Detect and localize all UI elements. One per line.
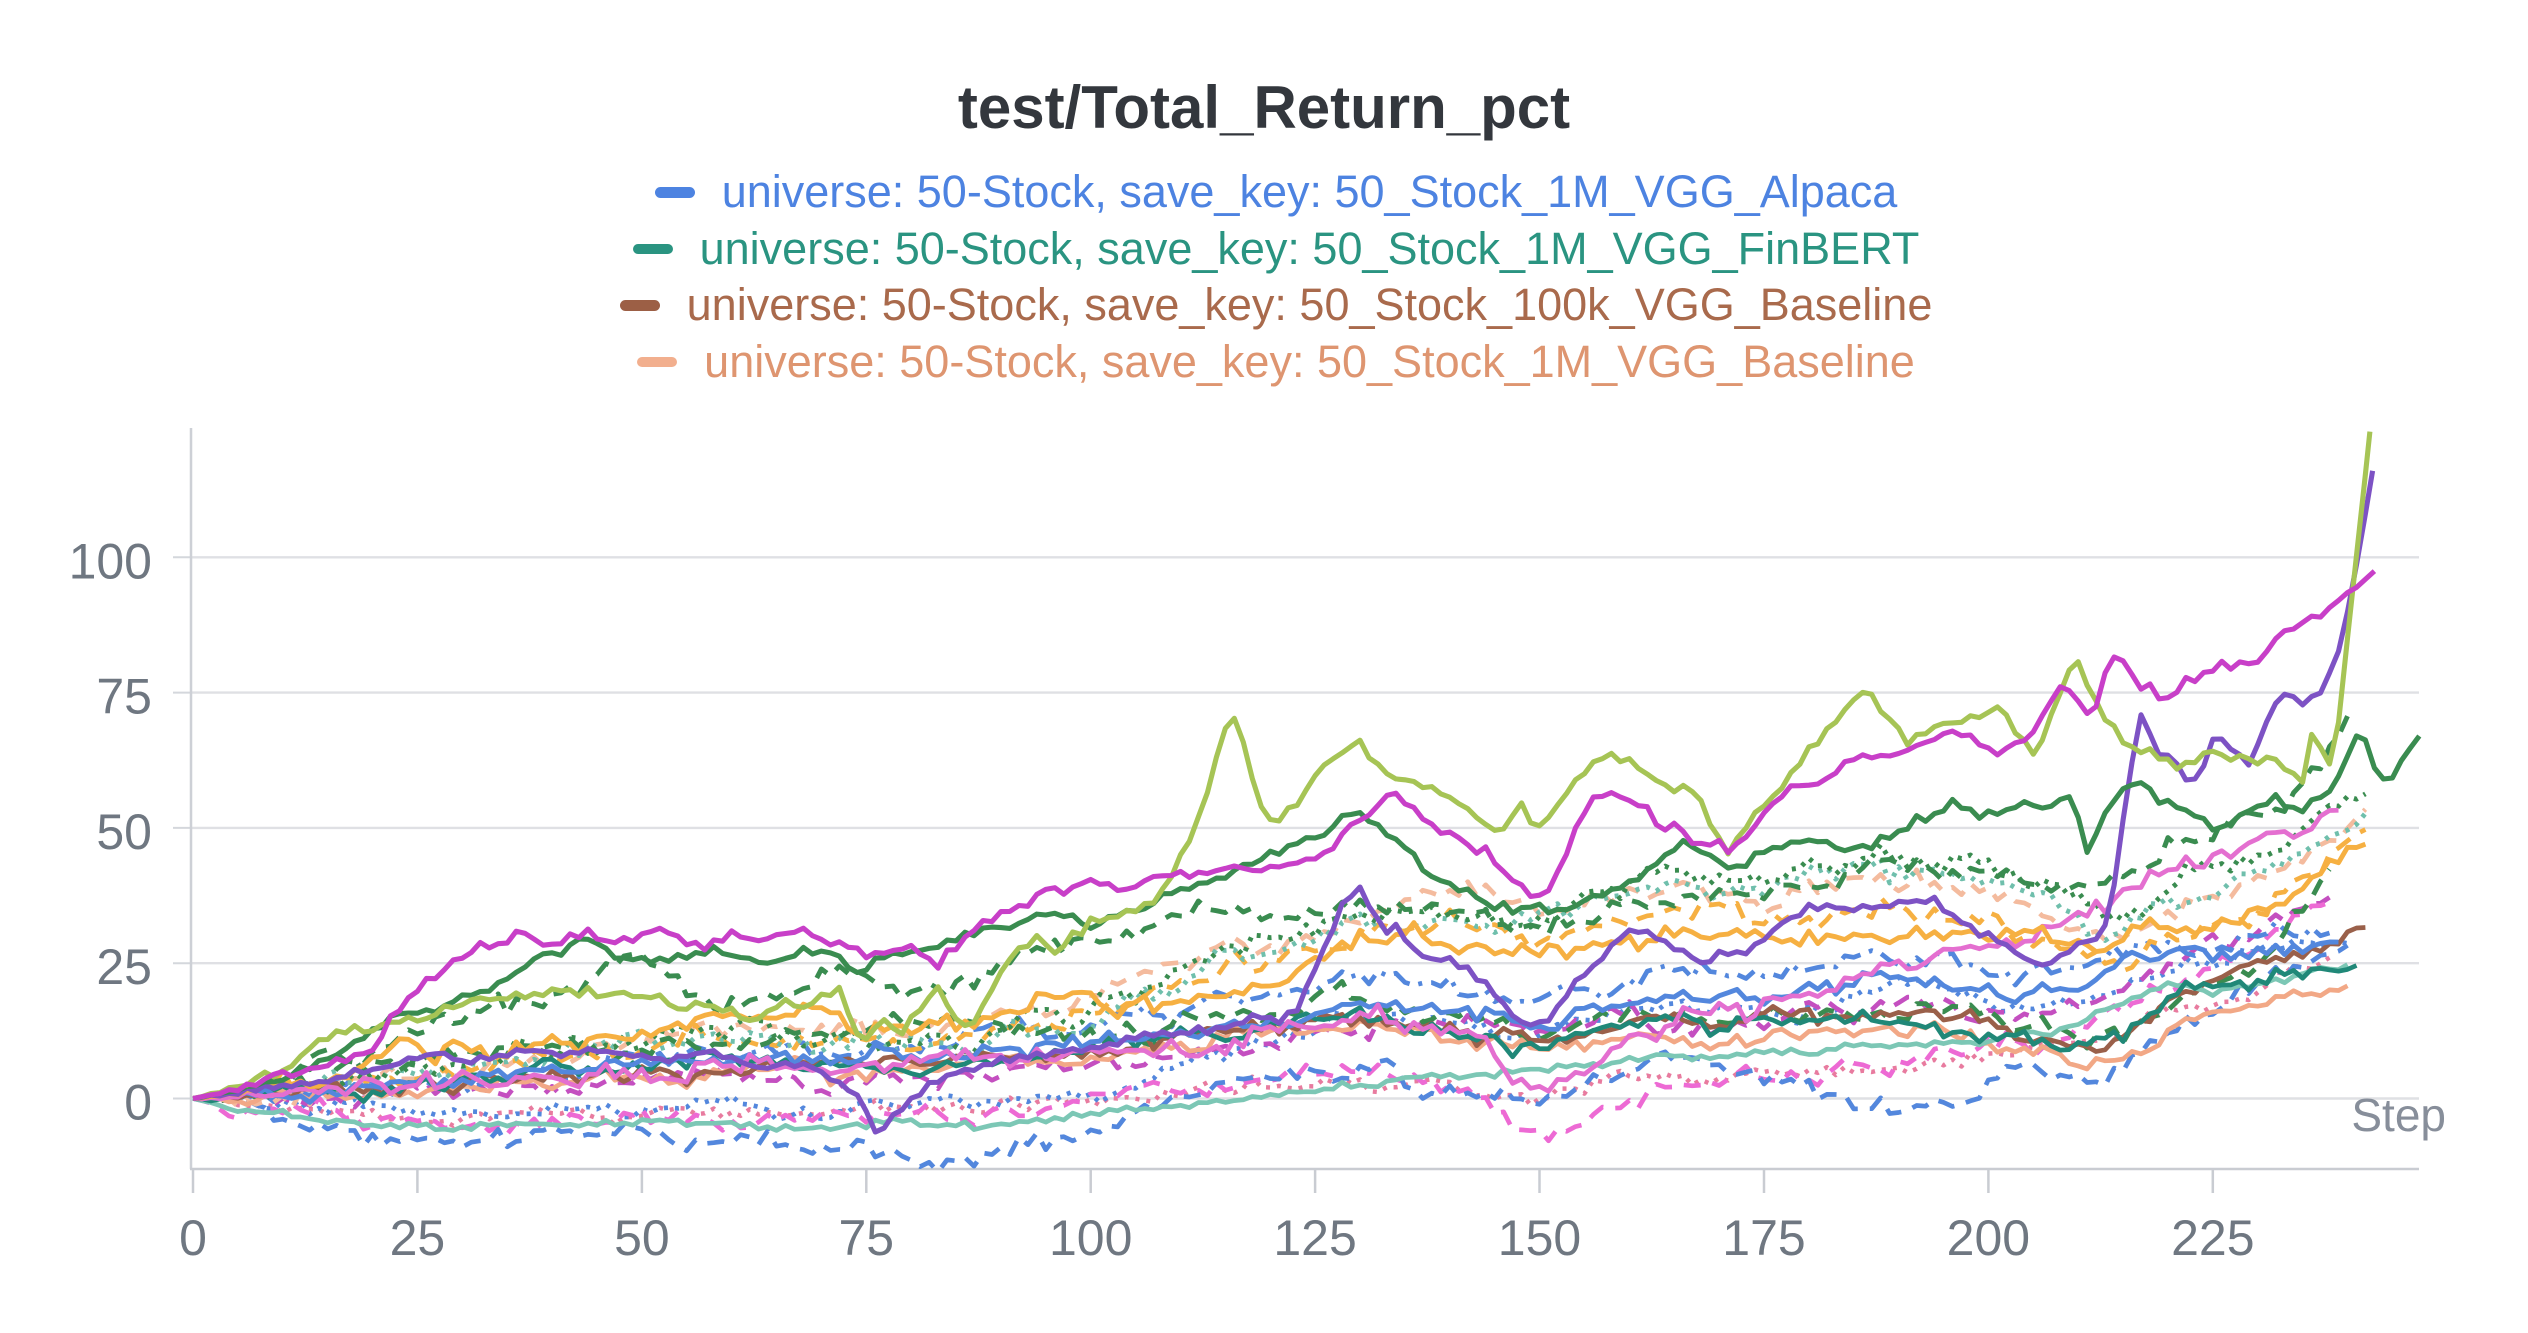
svg-text:75: 75 xyxy=(838,1210,894,1266)
svg-text:200: 200 xyxy=(1947,1210,2030,1266)
svg-text:0: 0 xyxy=(179,1210,207,1266)
svg-text:150: 150 xyxy=(1498,1210,1581,1266)
svg-text:75: 75 xyxy=(96,669,152,725)
svg-text:225: 225 xyxy=(2171,1210,2254,1266)
svg-text:25: 25 xyxy=(390,1210,446,1266)
svg-text:25: 25 xyxy=(96,939,152,995)
svg-text:100: 100 xyxy=(69,533,152,589)
svg-text:0: 0 xyxy=(124,1075,152,1131)
svg-text:100: 100 xyxy=(1049,1210,1132,1266)
svg-text:125: 125 xyxy=(1273,1210,1356,1266)
svg-text:Step: Step xyxy=(2351,1089,2446,1141)
svg-text:50: 50 xyxy=(96,804,152,860)
svg-text:50: 50 xyxy=(614,1210,670,1266)
svg-text:175: 175 xyxy=(1722,1210,1805,1266)
